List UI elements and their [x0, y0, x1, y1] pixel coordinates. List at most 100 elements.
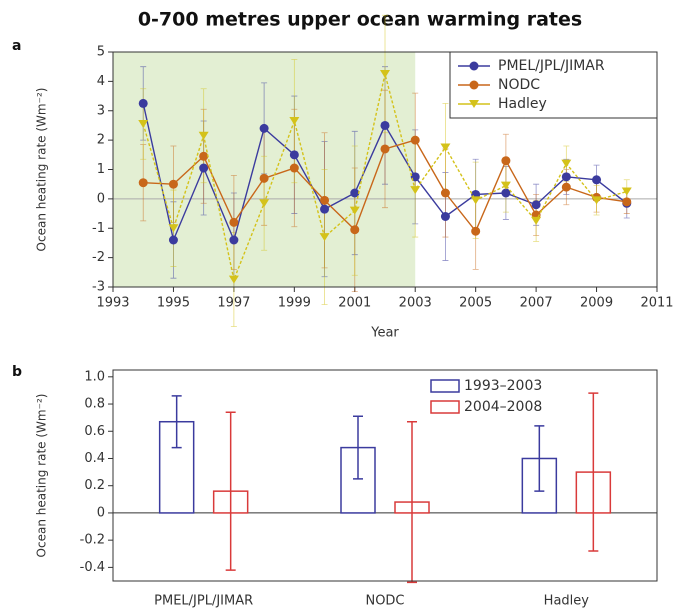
panel-letter: b	[12, 364, 22, 380]
legend-label: NODC	[498, 77, 540, 93]
point	[350, 188, 360, 198]
legend-marker	[469, 80, 479, 90]
point	[531, 200, 541, 210]
y-tick-label: 2	[97, 133, 105, 148]
point	[259, 173, 269, 183]
plot-frame	[112, 51, 658, 288]
point	[501, 156, 511, 166]
point	[622, 197, 632, 207]
point	[380, 144, 390, 154]
legend-label: PMEL/JPL/JIMAR	[498, 58, 605, 74]
error-bar	[353, 415, 363, 480]
error-bar	[225, 411, 236, 571]
y-tick-label: 5	[97, 45, 105, 60]
error-bar	[534, 425, 545, 492]
legend-label: Hadley	[498, 96, 547, 112]
point	[440, 143, 451, 152]
point	[198, 131, 209, 140]
point	[289, 163, 299, 173]
error-bar	[171, 395, 182, 449]
x-tick-label: 1993	[96, 296, 129, 311]
x-tick-label: 2001	[338, 296, 371, 311]
point	[410, 186, 421, 195]
point	[320, 204, 330, 214]
panel-letter: a	[12, 38, 21, 54]
point	[138, 119, 149, 128]
x-tick-label: 1995	[157, 296, 190, 311]
point	[259, 123, 269, 133]
point	[380, 120, 390, 130]
y-tick-label: 0	[97, 505, 105, 520]
error-bar	[588, 392, 599, 552]
point	[621, 187, 632, 196]
point	[199, 151, 209, 161]
y-tick-label: -0.4	[80, 560, 105, 575]
point	[349, 206, 360, 215]
x-tick-label: 2011	[640, 296, 673, 311]
y-tick-label: 1.0	[84, 369, 105, 384]
x-tick-label: 1999	[278, 296, 311, 311]
point	[500, 181, 511, 190]
y-tick-label: 0.2	[84, 478, 105, 493]
error-bar	[407, 420, 417, 584]
y-tick-label: 3	[97, 103, 105, 118]
y-tick-label: 4	[97, 74, 105, 89]
point	[501, 188, 511, 198]
point	[138, 98, 148, 108]
point	[168, 224, 179, 233]
point	[531, 216, 542, 225]
point	[561, 182, 571, 192]
plot-frame	[112, 369, 658, 582]
point	[471, 226, 481, 236]
point	[199, 163, 209, 173]
point	[168, 235, 178, 245]
y-axis-label: Ocean heating rate (Wm⁻²)	[35, 88, 49, 252]
legend-marker	[469, 100, 479, 108]
point	[289, 150, 299, 160]
point	[380, 70, 390, 79]
point	[228, 275, 239, 284]
point	[592, 175, 602, 185]
point	[229, 235, 239, 245]
legend-label: 1993–2003	[464, 378, 542, 394]
point	[350, 225, 360, 235]
y-tick-label: 0	[97, 191, 105, 206]
x-tick-label: 2003	[399, 296, 432, 311]
y-tick-label: -0.2	[80, 533, 105, 548]
x-tick-label: Hadley	[544, 594, 590, 609]
x-tick-label: NODC	[365, 594, 404, 609]
point	[561, 159, 572, 168]
point	[259, 199, 270, 208]
y-tick-label: 1	[97, 162, 105, 177]
point	[168, 179, 178, 189]
point	[289, 117, 300, 126]
point	[470, 196, 481, 205]
x-tick-label: 2005	[459, 296, 492, 311]
legend-swatch	[430, 379, 460, 393]
y-tick-label: 0.4	[84, 451, 105, 466]
x-tick-label: PMEL/JPL/JIMAR	[154, 594, 253, 609]
y-tick-label: -2	[92, 250, 105, 265]
y-tick-label: 0.6	[84, 424, 105, 439]
y-tick-label: -1	[92, 221, 105, 236]
point	[410, 135, 420, 145]
y-axis-label: Ocean heating rate (Wm⁻²)	[35, 394, 49, 558]
legend-marker	[469, 61, 479, 71]
point	[320, 195, 330, 205]
point	[229, 217, 239, 227]
point	[319, 233, 330, 242]
point	[440, 212, 450, 221]
point	[440, 188, 450, 198]
y-tick-label: 0.8	[84, 397, 105, 412]
legend-swatch	[430, 400, 460, 414]
x-tick-label: 2007	[520, 296, 553, 311]
legend-label: 2004–2008	[464, 399, 542, 415]
x-tick-label: 2009	[580, 296, 613, 311]
y-tick-label: -3	[92, 280, 105, 295]
point	[561, 172, 571, 182]
x-axis-label: Year	[370, 326, 399, 341]
point	[591, 196, 602, 205]
point	[138, 178, 148, 188]
chart-title: 0-700 metres upper ocean warming rates	[138, 9, 582, 31]
